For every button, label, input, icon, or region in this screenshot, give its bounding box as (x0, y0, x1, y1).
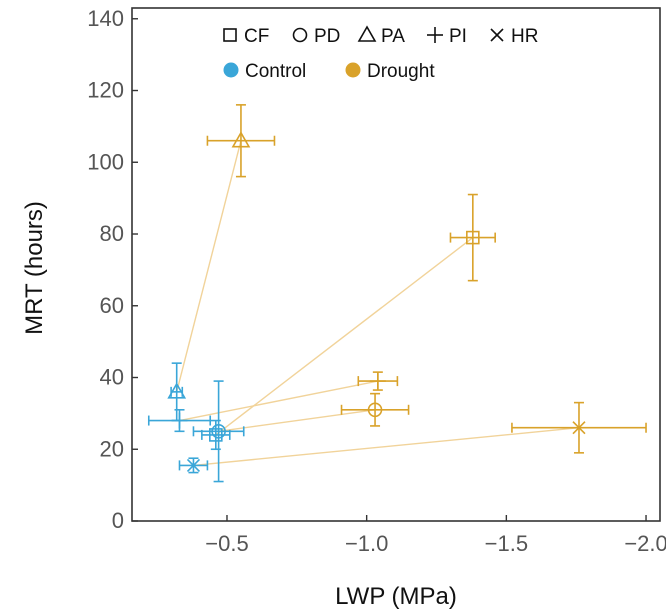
x-tick-label: −1.0 (345, 531, 388, 556)
y-tick-label: 140 (87, 6, 124, 31)
y-tick-label: 20 (100, 436, 124, 461)
legend-label-control: Control (245, 61, 306, 82)
errorbar-pa-drought (206, 104, 276, 178)
legend-triangle-icon-shape (357, 25, 377, 42)
y-tick-label: 60 (100, 293, 124, 318)
connector-pd (218, 409, 376, 433)
data-markers (167, 131, 586, 472)
marker-cf-control (209, 428, 223, 442)
connector-pa (176, 140, 242, 393)
marker-pa-drought (231, 131, 251, 148)
legend-plus-icon (427, 27, 443, 43)
legend-label-drought: Drought (367, 61, 435, 82)
marker-pa-control (167, 382, 187, 399)
x-tick-label: −0.5 (205, 531, 248, 556)
marker-pd-control (211, 424, 226, 439)
plot-frame (131, 7, 661, 522)
legend-marker-types: CF PD PA PI HR (223, 25, 538, 47)
y-tick-label: 40 (100, 365, 124, 390)
marker-hr-drought-shape-b (572, 421, 586, 435)
x-tick-label: −1.5 (485, 531, 528, 556)
y-tick-label: 120 (87, 78, 124, 103)
legend-label-cf: CF (244, 26, 269, 47)
connector-cf (215, 237, 474, 436)
marker-pi-control (171, 412, 188, 429)
legend-triangle-icon (357, 25, 377, 42)
connector-pi (179, 380, 378, 422)
connector-hr (193, 427, 580, 467)
legend-treatments: Control Drought (223, 61, 435, 82)
y-axis-title: MRT (hours) (21, 201, 48, 335)
errorbar-pd-drought (340, 392, 410, 427)
legend-circle-icon (292, 27, 308, 43)
legend-control-dot (223, 62, 239, 78)
legend-square-icon (223, 28, 237, 42)
marker-cf-drought-shape (466, 230, 480, 245)
legend-label-hr: HR (511, 26, 538, 47)
x-tick-label: −2.0 (624, 531, 666, 556)
marker-hr-drought (572, 421, 586, 435)
axis-ticks: 0 20 40 60 80 100 120 140 −0.5 −1.0 −1.5 −2.0 (87, 6, 666, 556)
marker-pi-drought (369, 373, 386, 390)
legend-square-icon-shape (223, 28, 237, 42)
marker-hr-control-shape-b (186, 458, 201, 472)
connector-lines (176, 140, 580, 467)
error-bars (147, 104, 647, 483)
marker-hr-control (186, 458, 201, 472)
marker-cf-drought (466, 230, 480, 245)
legend-label-pa: PA (381, 26, 405, 47)
legend-drought-dot (345, 62, 361, 78)
errorbar-pd-control (192, 380, 245, 483)
marker-cf-control-shape (209, 428, 223, 442)
x-axis-title: LWP (MPa) (335, 583, 457, 610)
errorbar-cf-drought (449, 193, 496, 282)
y-tick-label: 80 (100, 221, 124, 246)
marker-pd-drought (367, 402, 383, 418)
y-tick-label: 0 (112, 508, 124, 533)
legend-label-pi: PI (449, 26, 467, 47)
y-tick-label: 100 (87, 149, 124, 174)
legend-x-icon-shape-b (490, 28, 504, 42)
legend-x-icon (490, 28, 504, 42)
marker-pd-control-shape (211, 424, 226, 439)
legend-circle-icon-shape (292, 27, 308, 43)
legend-label-pd: PD (314, 26, 340, 47)
marker-pa-drought-shape (231, 131, 251, 148)
marker-pa-control-shape (167, 382, 187, 399)
marker-pd-drought-shape (367, 402, 383, 418)
